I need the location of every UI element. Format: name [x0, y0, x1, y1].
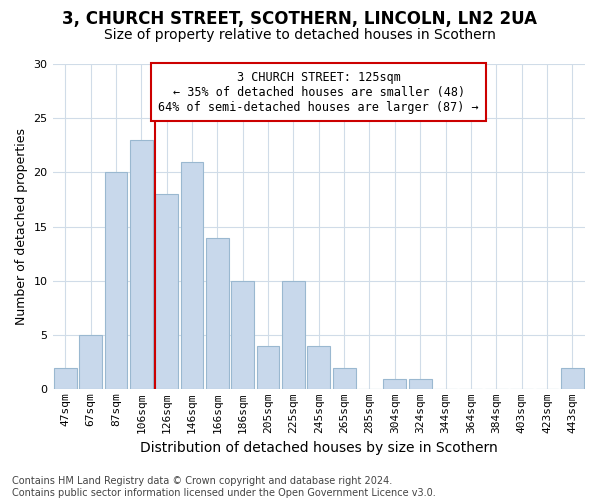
Bar: [206, 238, 229, 390]
Bar: [181, 162, 203, 390]
Text: 3 CHURCH STREET: 125sqm
← 35% of detached houses are smaller (48)
64% of semi-de: 3 CHURCH STREET: 125sqm ← 35% of detache…: [158, 70, 479, 114]
Bar: [333, 368, 356, 390]
Y-axis label: Number of detached properties: Number of detached properties: [15, 128, 28, 325]
X-axis label: Distribution of detached houses by size in Scothern: Distribution of detached houses by size …: [140, 441, 497, 455]
Bar: [130, 140, 152, 390]
Text: Contains HM Land Registry data © Crown copyright and database right 2024.
Contai: Contains HM Land Registry data © Crown c…: [12, 476, 436, 498]
Bar: [383, 378, 406, 390]
Bar: [257, 346, 280, 390]
Bar: [54, 368, 77, 390]
Bar: [79, 335, 102, 390]
Bar: [155, 194, 178, 390]
Bar: [231, 281, 254, 390]
Text: Size of property relative to detached houses in Scothern: Size of property relative to detached ho…: [104, 28, 496, 42]
Bar: [104, 172, 127, 390]
Bar: [307, 346, 330, 390]
Text: 3, CHURCH STREET, SCOTHERN, LINCOLN, LN2 2UA: 3, CHURCH STREET, SCOTHERN, LINCOLN, LN2…: [62, 10, 538, 28]
Bar: [409, 378, 431, 390]
Bar: [561, 368, 584, 390]
Bar: [282, 281, 305, 390]
